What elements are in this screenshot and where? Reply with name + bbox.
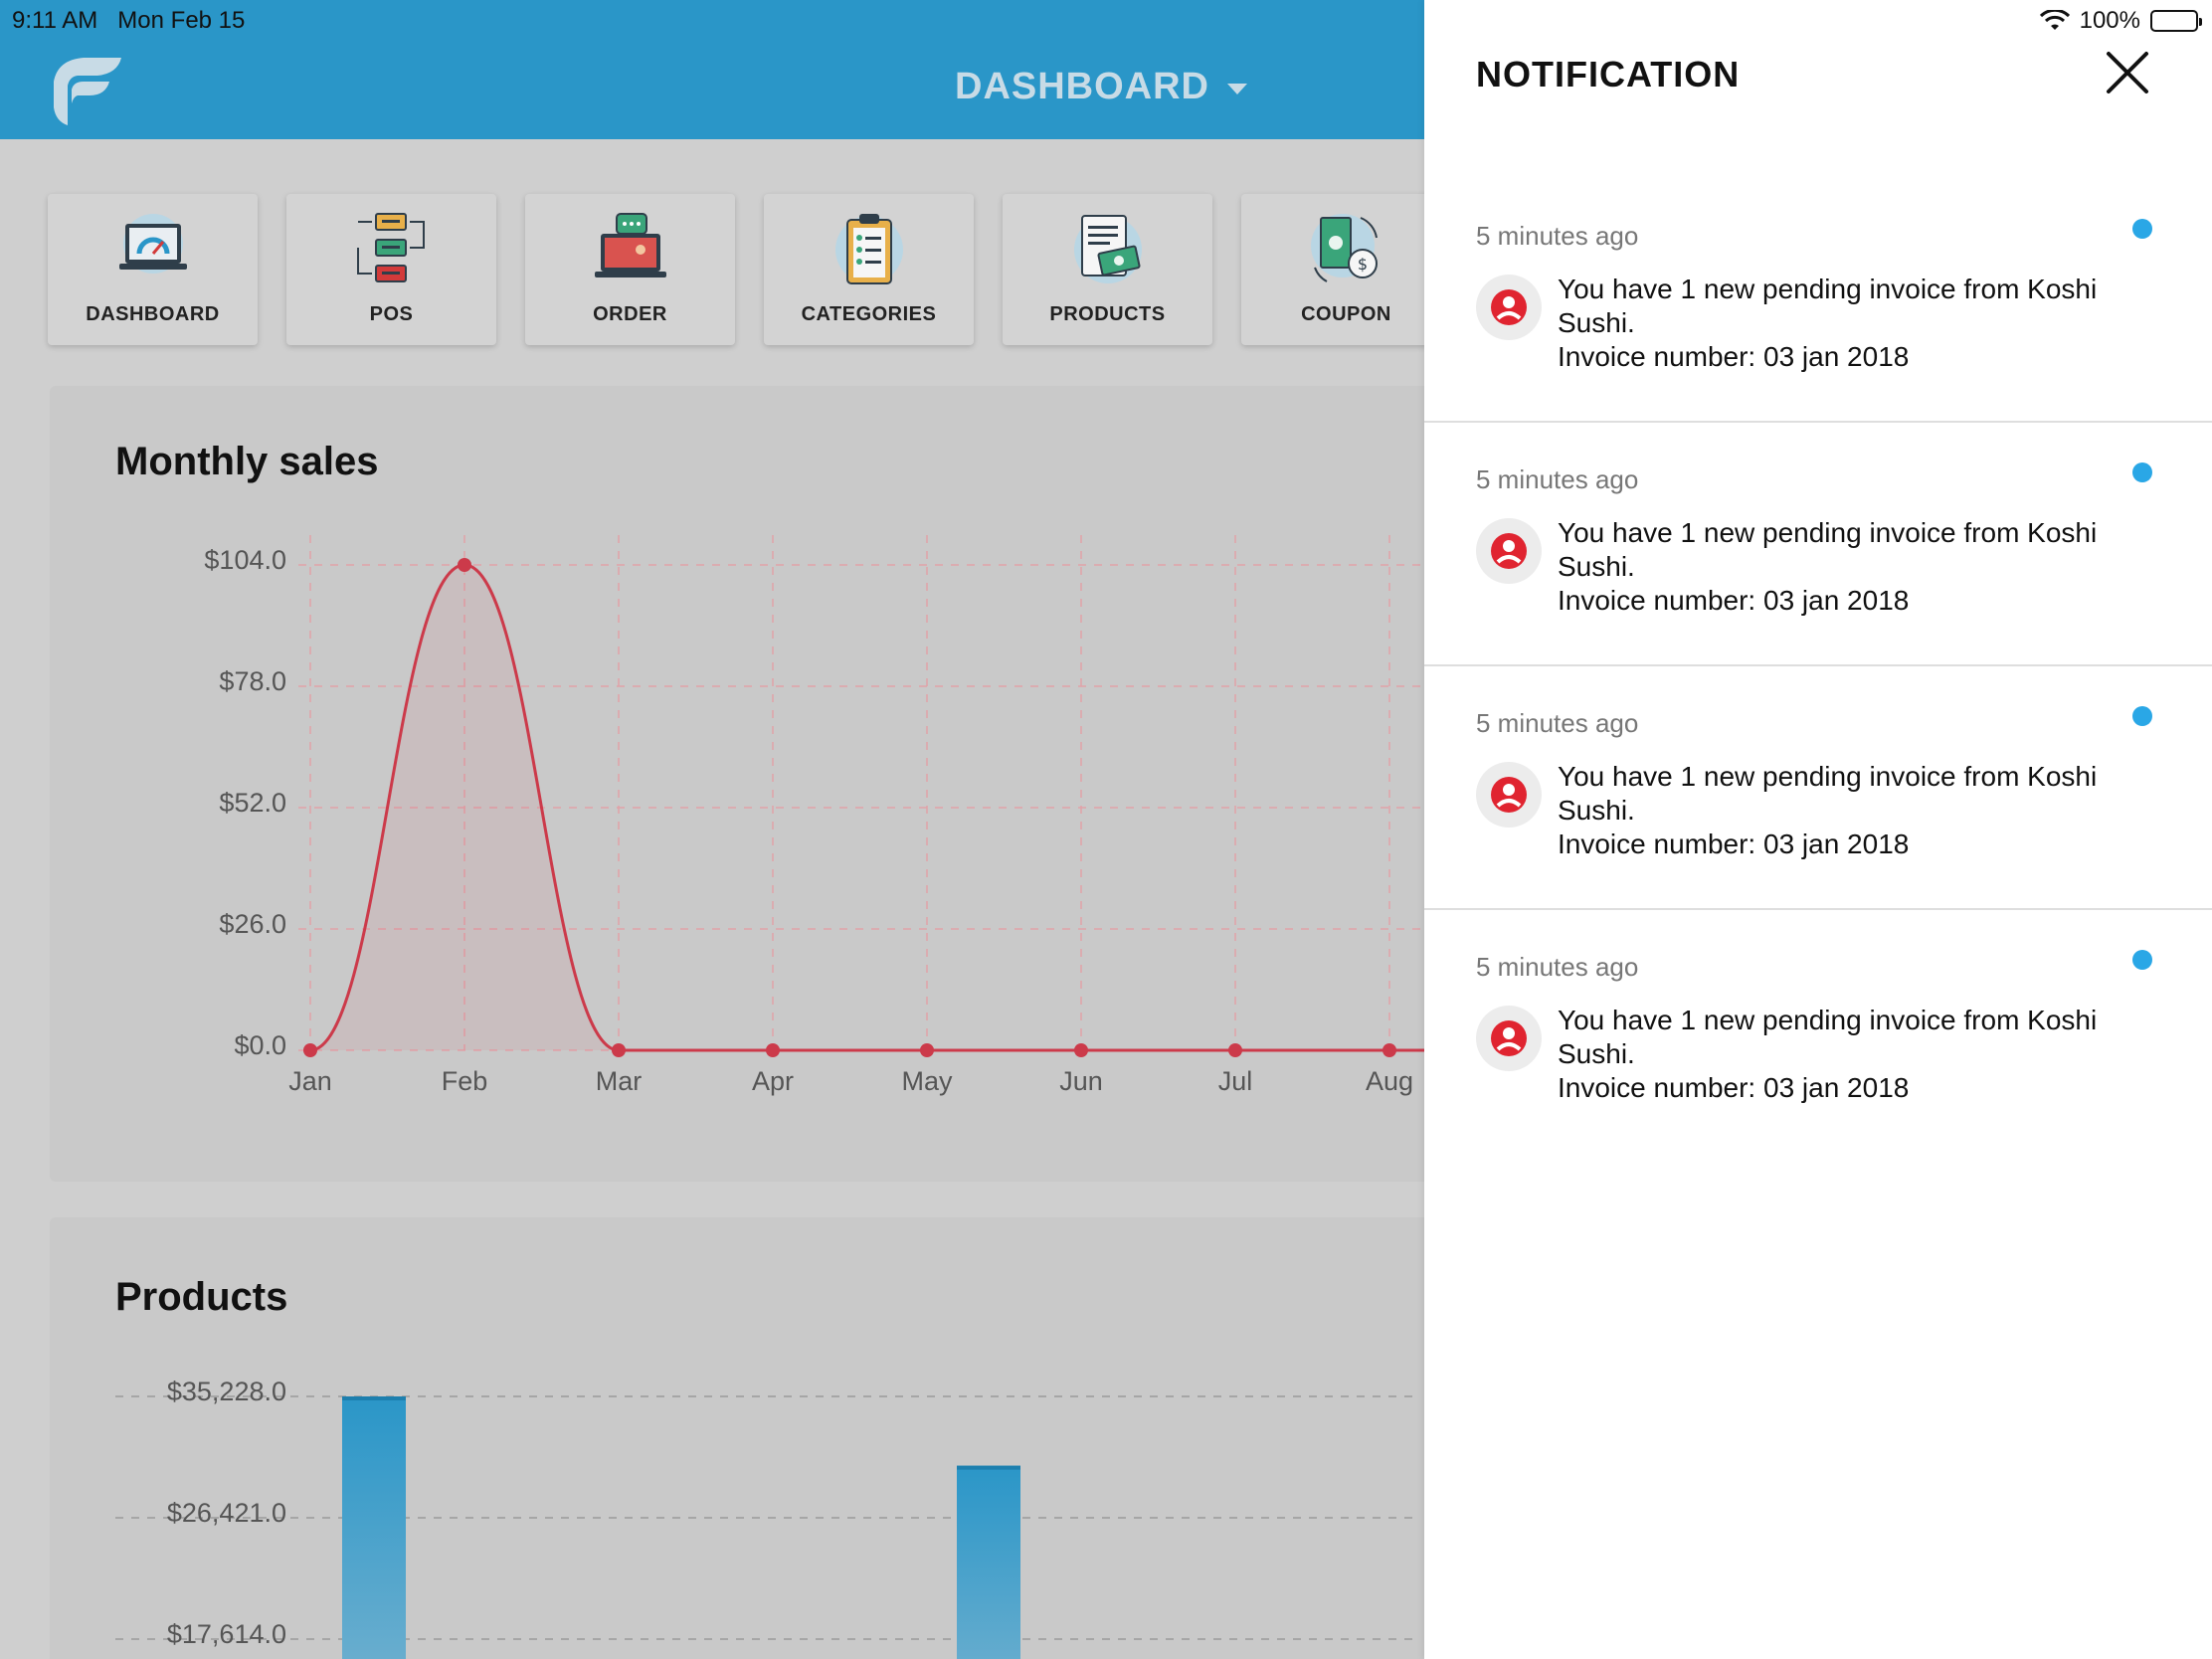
data-point	[1074, 1043, 1088, 1057]
notification-item[interactable]: 5 minutes ago You have 1 new pending inv…	[1424, 910, 2212, 1154]
notification-message: You have 1 new pending invoice from Kosh…	[1558, 274, 2098, 372]
user-circle-icon	[1491, 1020, 1527, 1056]
x-tick-label: Aug	[1366, 1066, 1413, 1096]
dashboard-dropdown[interactable]: DASHBOARD	[955, 66, 1247, 108]
unread-dot-icon	[2132, 706, 2152, 726]
close-icon[interactable]	[2103, 48, 2152, 97]
products-card: Products $35,228.0 $26,421.0 $17,614.0	[50, 1217, 1424, 1659]
x-tick-label: Jan	[288, 1066, 332, 1096]
nav-tile-categories[interactable]: CATEGORIES	[764, 194, 974, 345]
nav-tile-label: COUPON	[1301, 303, 1391, 325]
data-point	[920, 1043, 934, 1057]
y-tick-label: $26.0	[219, 909, 286, 939]
nav-tiles: DASHBOARD POS ORDER	[48, 194, 1424, 345]
nav-tile-label: CATEGORIES	[801, 303, 937, 325]
x-tick-label: Jul	[1218, 1066, 1253, 1096]
avatar	[1476, 1006, 1542, 1071]
product-bar	[957, 1465, 1020, 1659]
x-tick-label: Jun	[1059, 1066, 1103, 1096]
area-fill	[310, 565, 1424, 1050]
nav-tile-coupon[interactable]: $ COUPON	[1241, 194, 1424, 345]
order-laptop-chat-icon	[594, 213, 666, 277]
notification-item[interactable]: 5 minutes ago You have 1 new pending inv…	[1424, 666, 2212, 910]
notification-item[interactable]: 5 minutes ago You have 1 new pending inv…	[1424, 423, 2212, 666]
avatar	[1476, 275, 1542, 340]
y-tick-label: $0.0	[234, 1030, 286, 1060]
data-point	[766, 1043, 780, 1057]
sales-series-line	[309, 563, 1424, 1052]
avatar	[1476, 518, 1542, 584]
x-tick-label: Feb	[442, 1066, 488, 1096]
notification-time: 5 minutes ago	[1476, 708, 1639, 738]
y-tick-label: $104.0	[204, 545, 286, 575]
monthly-sales-card: Monthly sales $104.0 $78.0 $52.0 $26.0 $0.0 J…	[50, 386, 1424, 1182]
data-point	[458, 558, 471, 572]
notification-message: You have 1 new pending invoice from Kosh…	[1558, 1005, 2098, 1103]
user-circle-icon	[1491, 777, 1527, 813]
nav-tile-pos[interactable]: POS	[286, 194, 496, 345]
x-tick-label: May	[901, 1066, 953, 1096]
data-point	[612, 1043, 626, 1057]
nav-tile-label: PRODUCTS	[1049, 303, 1166, 325]
y-tick-label: $52.0	[219, 788, 286, 818]
products-chart: $35,228.0 $26,421.0 $17,614.0	[115, 1377, 1412, 1659]
nav-tile-order[interactable]: ORDER	[525, 194, 735, 345]
svg-text:$: $	[1357, 255, 1367, 274]
nav-tile-label: DASHBOARD	[86, 303, 220, 325]
notification-message: You have 1 new pending invoice from Kosh…	[1558, 761, 2098, 859]
unread-dot-icon	[2132, 950, 2152, 970]
unread-dot-icon	[2132, 462, 2152, 482]
y-tick-label: $17,614.0	[167, 1619, 286, 1649]
notification-item[interactable]: 5 minutes ago You have 1 new pending inv…	[1424, 179, 2212, 423]
nav-tile-label: POS	[369, 303, 414, 325]
data-point	[1382, 1043, 1396, 1057]
app-main: DASHBOARD DASHBOARD	[0, 0, 1424, 1659]
y-tick-label: $35,228.0	[167, 1377, 286, 1406]
app-logo-icon	[54, 58, 121, 125]
products-title: Products	[115, 1275, 288, 1319]
dashboard-laptop-icon	[118, 214, 187, 274]
nav-tile-products[interactable]: PRODUCTS	[1003, 194, 1212, 345]
notification-title: NOTIFICATION	[1476, 54, 1741, 94]
x-tick-label: Apr	[752, 1066, 794, 1096]
notification-panel: NOTIFICATION 5 minutes ago You have 1 ne…	[1424, 0, 2212, 1659]
nav-tile-label: ORDER	[593, 303, 667, 325]
coupon-money-icon: $	[1310, 214, 1378, 282]
y-tick-label: $26,421.0	[167, 1498, 286, 1528]
avatar	[1476, 762, 1542, 828]
invoice-money-icon	[1073, 215, 1142, 283]
unread-dot-icon	[2132, 219, 2152, 239]
product-bar-cap	[342, 1396, 406, 1400]
user-circle-icon	[1491, 289, 1527, 325]
notification-time: 5 minutes ago	[1476, 464, 1639, 494]
caret-down-icon	[1227, 84, 1247, 94]
pos-flow-icon	[356, 213, 425, 282]
app-header: DASHBOARD	[0, 0, 1424, 139]
x-tick-label: Mar	[596, 1066, 643, 1096]
data-point	[1228, 1043, 1242, 1057]
page-title: DASHBOARD	[955, 66, 1209, 107]
nav-tile-dashboard[interactable]: DASHBOARD	[48, 194, 258, 345]
clipboard-checklist-icon	[834, 214, 903, 284]
product-bar-cap	[957, 1465, 1020, 1470]
user-circle-icon	[1491, 533, 1527, 569]
data-point	[303, 1043, 317, 1057]
notification-time: 5 minutes ago	[1476, 221, 1639, 251]
y-tick-label: $78.0	[219, 666, 286, 696]
notification-time: 5 minutes ago	[1476, 952, 1639, 982]
notification-message: You have 1 new pending invoice from Kosh…	[1558, 517, 2098, 616]
monthly-sales-title: Monthly sales	[115, 440, 379, 483]
product-bar	[342, 1396, 406, 1659]
